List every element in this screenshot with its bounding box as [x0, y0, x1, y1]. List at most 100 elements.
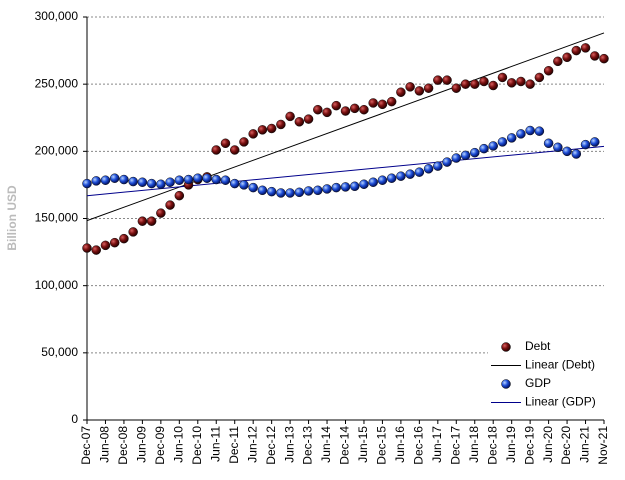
marker: [497, 137, 508, 147]
marker: [414, 86, 425, 96]
marker: [146, 178, 157, 189]
marker: [506, 78, 517, 88]
marker: [229, 145, 240, 155]
marker: [313, 185, 323, 196]
marker: [248, 182, 258, 193]
marker: [451, 153, 462, 163]
marker: [137, 216, 148, 226]
x-tick-label: Dec-08: [116, 426, 130, 465]
marker: [165, 177, 175, 187]
marker: [331, 182, 342, 193]
x-tick-label: Dec-15: [375, 426, 389, 465]
marker: [571, 45, 582, 56]
marker: [488, 141, 498, 151]
marker: [294, 117, 305, 127]
marker: [285, 188, 295, 198]
marker: [599, 53, 609, 64]
marker: [534, 72, 545, 83]
marker: [183, 174, 194, 185]
marker: [82, 178, 92, 189]
marker: [340, 182, 351, 192]
y-tick-label: 100,000: [35, 278, 79, 292]
marker: [516, 129, 526, 139]
marker: [220, 138, 231, 149]
marker: [294, 187, 305, 198]
marker: [451, 83, 462, 93]
marker: [368, 177, 378, 187]
marker: [433, 75, 443, 85]
marker: [220, 175, 231, 185]
x-tick-label: Jun-15: [356, 426, 370, 463]
marker: [580, 139, 591, 150]
marker: [285, 111, 295, 122]
marker: [525, 79, 535, 89]
marker: [433, 161, 443, 171]
marker: [460, 79, 471, 89]
x-tick-label: Dec-13: [301, 426, 315, 465]
legend-label: Debt: [525, 339, 551, 353]
marker: [119, 174, 129, 185]
marker: [368, 98, 378, 108]
x-tick-label: Dec-10: [190, 426, 204, 465]
marker: [303, 186, 314, 196]
y-tick-label: 0: [71, 412, 78, 426]
marker: [156, 179, 166, 189]
marker: [580, 43, 591, 53]
x-tick-label: Jun-21: [578, 426, 592, 463]
marker: [442, 75, 452, 85]
marker: [91, 176, 101, 186]
x-tick-label: Jun-11: [208, 426, 222, 462]
marker: [349, 103, 360, 114]
x-tick-label: Dec-17: [448, 426, 462, 465]
marker: [386, 173, 397, 183]
marker: [340, 106, 351, 116]
marker: [82, 243, 92, 253]
marker: [257, 125, 268, 135]
x-tick-label: Dec-16: [412, 426, 426, 465]
x-tick-label: Jun-19: [504, 426, 518, 463]
y-tick-label: 200,000: [35, 144, 79, 158]
x-tick-label: Jun-18: [467, 426, 481, 463]
legend-label: Linear (Debt): [525, 358, 595, 372]
marker: [386, 96, 397, 107]
marker: [146, 216, 157, 226]
marker: [174, 175, 185, 185]
marker: [128, 227, 138, 237]
x-tick-label: Jun-17: [430, 426, 444, 463]
x-tick-label: Jun-10: [171, 426, 185, 463]
marker: [156, 208, 166, 218]
marker: [119, 233, 129, 244]
x-tick-label: Dec-19: [522, 426, 536, 465]
marker: [91, 245, 101, 255]
marker: [100, 240, 111, 251]
y-tick-label: 50,000: [41, 345, 78, 359]
marker: [174, 190, 185, 201]
x-tick-label: Jun-08: [98, 426, 112, 463]
marker: [313, 104, 323, 115]
marker: [553, 142, 563, 153]
x-tick-label: Jun-13: [282, 426, 296, 463]
marker: [276, 188, 286, 198]
marker: [479, 143, 489, 154]
y-tick-label: 300,000: [35, 9, 79, 23]
marker: [414, 167, 425, 177]
marker: [497, 72, 508, 83]
marker: [137, 177, 148, 187]
marker: [377, 99, 388, 110]
y-tick-label: 150,000: [35, 211, 79, 225]
x-tick-label: Dec-07: [79, 426, 93, 465]
marker: [488, 80, 498, 91]
marker: [405, 169, 415, 179]
marker: [276, 119, 286, 130]
marker: [322, 184, 332, 194]
marker: [525, 125, 535, 136]
marker: [562, 52, 572, 63]
marker: [322, 107, 332, 118]
marker: [543, 65, 554, 76]
legend-label: Linear (GDP): [525, 395, 596, 409]
marker: [479, 76, 489, 87]
marker: [377, 175, 388, 185]
x-tick-label: Dec-14: [338, 426, 352, 465]
marker: [165, 200, 175, 210]
